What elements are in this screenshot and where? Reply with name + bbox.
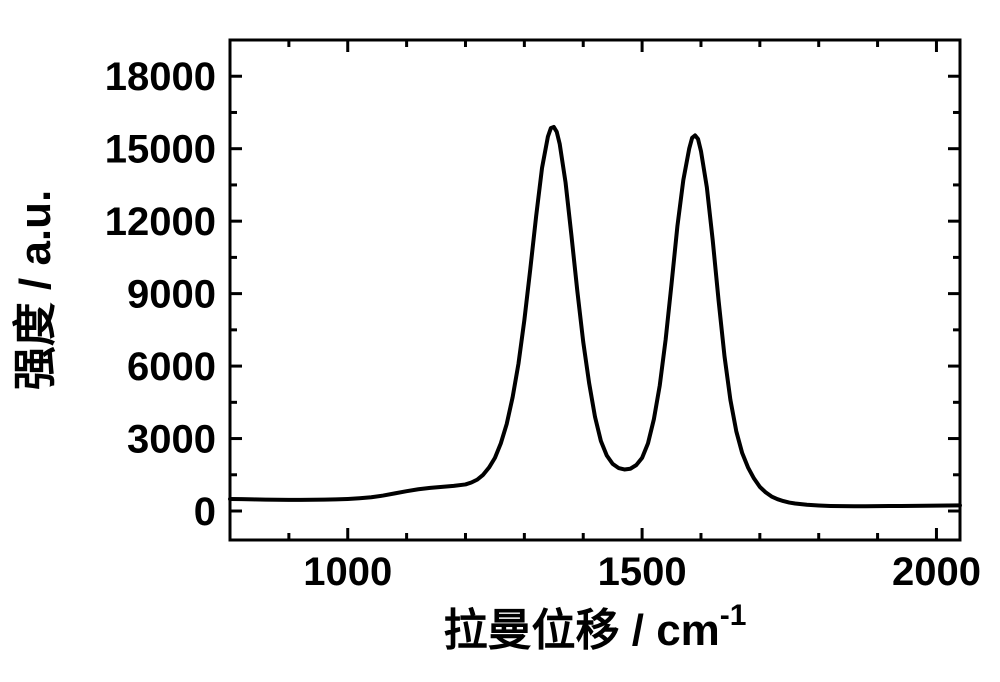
svg-text:强度 / a.u.: 强度 / a.u. <box>11 190 60 390</box>
raman-spectrum-chart: 1000 1500 2000 0 3000 6000 9000 12000 15000 18000… <box>0 0 1000 682</box>
chart-svg: 1000 1500 2000 0 3000 6000 9000 12000 15000 18000… <box>0 0 1000 682</box>
svg-text:0: 0 <box>194 490 216 534</box>
svg-text:9000: 9000 <box>127 273 216 317</box>
svg-text:15000: 15000 <box>105 128 216 172</box>
svg-text:1000: 1000 <box>303 550 392 594</box>
svg-text:12000: 12000 <box>105 200 216 244</box>
svg-text:1500: 1500 <box>598 550 687 594</box>
svg-text:6000: 6000 <box>127 345 216 389</box>
svg-text:3000: 3000 <box>127 418 216 462</box>
svg-text:拉曼位移 / cm-1: 拉曼位移 / cm-1 <box>444 599 747 655</box>
svg-text:18000: 18000 <box>105 55 216 99</box>
svg-text:2000: 2000 <box>892 550 981 594</box>
